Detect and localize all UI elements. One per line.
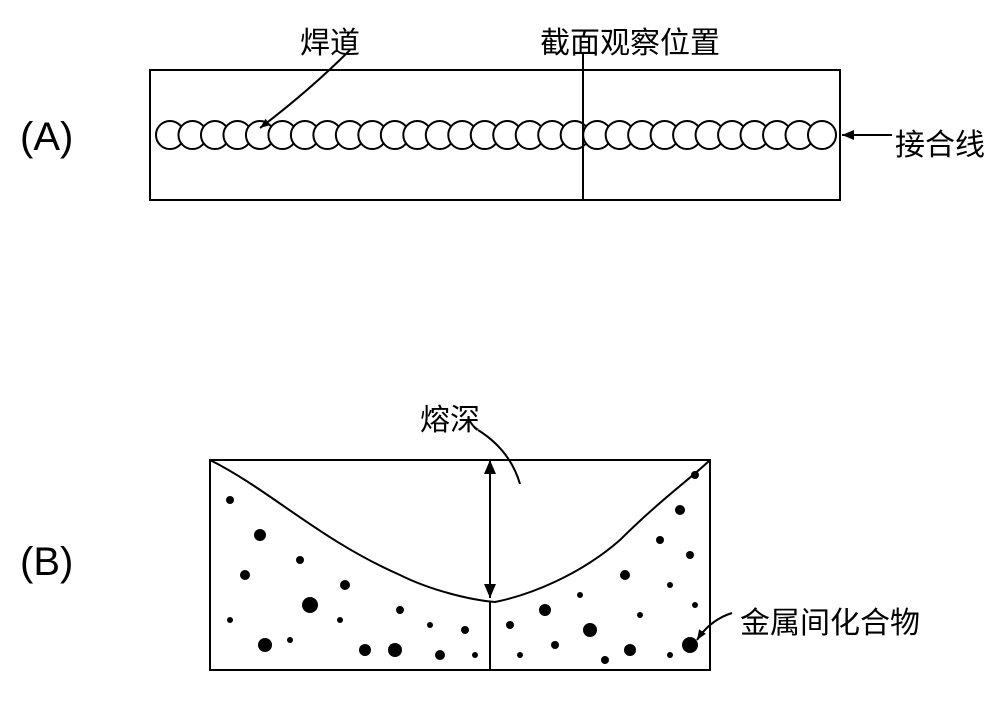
figure-container: (A) 焊道 截面观察位置 接合线 (B) 熔深 金属间化合物 [0,0,1000,720]
figure-svg [0,0,1000,720]
